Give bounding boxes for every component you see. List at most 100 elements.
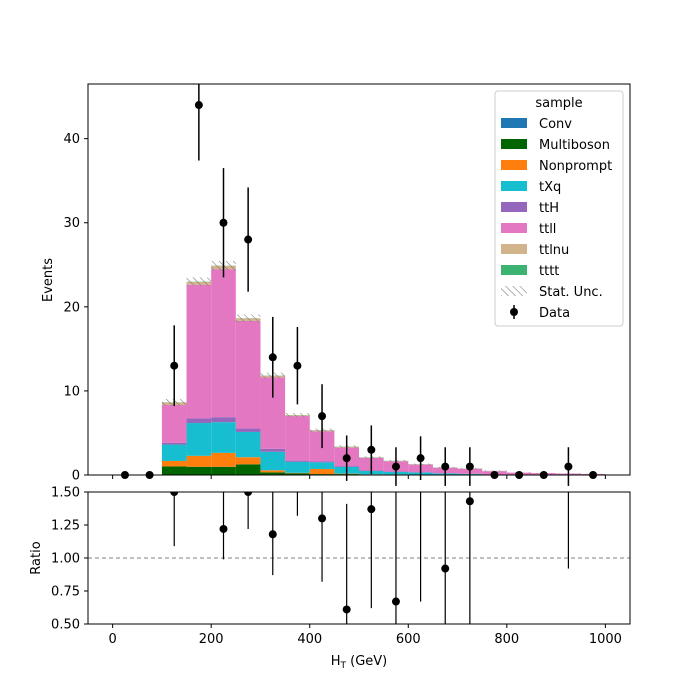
bar-tth-bin-7: [285, 460, 310, 462]
ratio-point-6: [318, 514, 327, 523]
legend-swatch-stat-unc: [501, 286, 527, 296]
legend-label: ttlnu: [539, 243, 569, 258]
ratio-y-tick-label: 0.50: [51, 618, 80, 633]
legend: sample Conv Multiboson Nonprompt tXq ttH ttll t…: [494, 90, 624, 327]
main-x-axis: [112, 475, 606, 479]
bar-tth-bin-3: [186, 418, 212, 424]
bar-multiboson-bin-3: [186, 466, 212, 475]
ratio-point-12: [465, 497, 474, 506]
bar-ttll-bin-2: [161, 405, 187, 443]
bar-txq-bin-3: [186, 423, 212, 456]
legend-label: ttll: [539, 222, 556, 237]
data-point-13: [441, 462, 450, 471]
data-point-2: [170, 361, 179, 370]
ratio-panel: 0.50 0.75 1.00 1.25 1.50 0 200 400 600 800 1000 R…: [29, 486, 631, 671]
bar-tth-bin-8: [309, 461, 335, 463]
bar-nonprompt-bin-8: [309, 469, 335, 475]
stat-unc-bin-3: [186, 277, 212, 286]
bar-ttll-bin-7: [285, 416, 310, 461]
ratio-y-axis: 0.50 0.75 1.00 1.25 1.50: [51, 486, 88, 633]
legend-label: ttH: [539, 201, 559, 216]
legend-data-marker: [510, 308, 518, 316]
data-point-12: [416, 454, 425, 463]
bar-multiboson-bin-4: [211, 466, 236, 475]
ratio-plot-frame: [87, 491, 631, 625]
ratio-y-tick-label: 1.25: [51, 519, 80, 534]
data-point-5: [244, 235, 253, 244]
bar-txq-bin-8: [309, 462, 335, 470]
x-axis-label: HT (GeV): [331, 654, 388, 671]
ratio-x-axis: 0 200 400 600 800 1000: [108, 624, 622, 647]
bar-tth-bin-2: [161, 442, 187, 445]
bar-tth-bin-4: [211, 417, 236, 423]
ratio-point-0: [170, 492, 179, 496]
data-point-8: [318, 412, 327, 421]
ratio-point-9: [391, 597, 400, 606]
legend-label: Data: [539, 306, 570, 321]
legend-swatch: [501, 244, 527, 254]
ratio-point-3: [244, 492, 253, 496]
data-point-6: [268, 353, 277, 362]
bar-multiboson-bin-2: [161, 466, 187, 475]
bar-ttll-bin-4: [211, 269, 236, 418]
ratio-y-tick-label: 0.75: [51, 585, 80, 600]
bar-multiboson-bin-6: [260, 472, 286, 475]
x-tick-label: 800: [494, 632, 519, 647]
data-points: [120, 84, 598, 486]
stat-unc-bin-5: [235, 314, 261, 323]
y-tick-label: 40: [63, 132, 80, 147]
bar-nonprompt-bin-2: [161, 460, 187, 467]
stat-unc-bin-15: [482, 470, 507, 472]
ratio-point-8: [367, 505, 376, 514]
legend-swatch: [501, 223, 527, 233]
y-tick-label: 20: [63, 300, 80, 315]
legend-label: Stat. Unc.: [539, 285, 603, 300]
legend-label: Conv: [539, 117, 572, 132]
legend-swatch: [501, 202, 527, 212]
legend-swatch: [501, 139, 527, 149]
data-point-3: [194, 101, 203, 110]
bar-nonprompt-bin-5: [235, 457, 261, 465]
bar-nonprompt-bin-3: [186, 455, 212, 467]
bar-multiboson-bin-5: [235, 464, 261, 475]
bar-txq-bin-5: [235, 431, 261, 458]
bar-nonprompt-bin-6: [260, 470, 286, 473]
bar-tth-bin-6: [260, 448, 286, 452]
legend-swatch: [501, 160, 527, 170]
y-tick-label: 10: [63, 384, 80, 399]
x-tick-label: 600: [396, 632, 421, 647]
y-tick-label: 0: [72, 469, 80, 484]
x-tick-label: 0: [108, 632, 116, 647]
ratio-point-4: [268, 530, 277, 539]
y-axis-label: Events: [41, 258, 56, 302]
data-point-4: [219, 218, 228, 227]
bar-ttll-bin-5: [235, 320, 261, 429]
legend-swatch: [501, 118, 527, 128]
bar-txq-bin-4: [211, 422, 236, 453]
bar-txq-bin-6: [260, 451, 286, 471]
legend-label: tXq: [539, 180, 561, 195]
ratio-y-tick-label: 1.00: [51, 552, 80, 567]
main-plot-frame: [87, 83, 631, 476]
main-y-axis: 0 10 20 30 40: [63, 132, 88, 484]
ratio-point-11: [441, 564, 450, 573]
data-point-10: [367, 445, 376, 454]
ratio-points: [170, 492, 570, 624]
ratio-point-7: [342, 605, 351, 614]
data-point-7: [293, 361, 302, 370]
legend-swatch: [501, 265, 527, 275]
bar-tth-bin-5: [235, 428, 261, 432]
legend-label: tttt: [539, 264, 559, 279]
legend-label: Nonprompt: [539, 159, 612, 174]
bar-multiboson-bin-7: [285, 473, 310, 475]
bar-ttll-bin-3: [186, 284, 212, 419]
y-tick-label: 30: [63, 216, 80, 231]
ratio-point-2: [219, 524, 228, 533]
stat-unc-bin-7: [285, 412, 310, 418]
x-tick-label: 200: [199, 632, 224, 647]
x-tick-label: 1000: [589, 632, 622, 647]
bar-nonprompt-bin-4: [211, 452, 236, 467]
x-tick-label: 400: [297, 632, 322, 647]
legend-title: sample: [535, 96, 582, 111]
